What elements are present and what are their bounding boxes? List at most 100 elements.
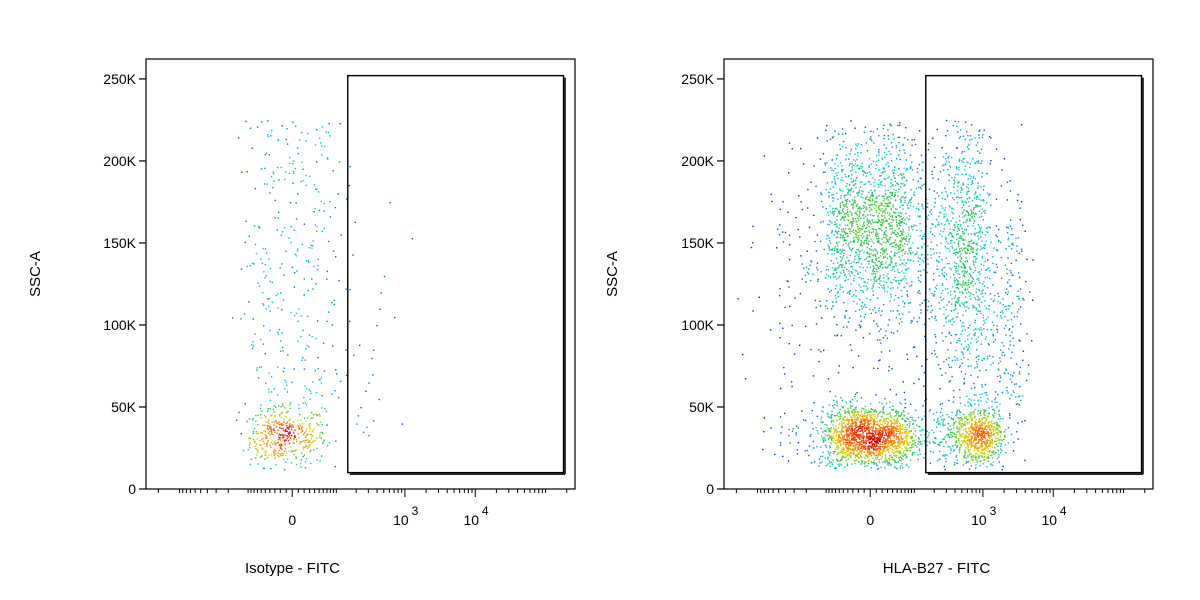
event-dot bbox=[256, 443, 258, 445]
event-dot bbox=[333, 303, 335, 306]
event-dot bbox=[848, 410, 850, 412]
event-dot bbox=[881, 431, 884, 433]
event-dot bbox=[834, 208, 836, 210]
event-dot bbox=[868, 181, 871, 183]
event-dot bbox=[883, 445, 886, 448]
event-dot bbox=[896, 454, 898, 457]
event-dot bbox=[961, 159, 963, 162]
event-dot bbox=[835, 297, 837, 300]
event-dot bbox=[836, 208, 839, 211]
event-dot bbox=[945, 316, 948, 318]
event-dot bbox=[852, 247, 854, 250]
event-dot bbox=[324, 408, 326, 410]
event-dot bbox=[900, 435, 902, 437]
event-dot bbox=[866, 236, 868, 239]
event-dot bbox=[972, 182, 974, 185]
event-dot bbox=[260, 258, 262, 260]
event-dot bbox=[898, 414, 900, 417]
event-dot bbox=[886, 197, 888, 199]
event-dot bbox=[860, 423, 862, 425]
event-dot bbox=[282, 427, 284, 430]
event-dot bbox=[266, 437, 268, 439]
event-dot bbox=[853, 448, 855, 451]
event-dot bbox=[268, 422, 270, 425]
event-dot bbox=[934, 290, 936, 293]
event-dot bbox=[891, 193, 893, 195]
event-dot bbox=[309, 433, 311, 436]
event-dot bbox=[938, 261, 940, 263]
event-dot bbox=[301, 430, 303, 432]
event-dot bbox=[857, 272, 859, 275]
event-dot bbox=[933, 293, 936, 296]
event-dot bbox=[865, 270, 867, 272]
event-dot bbox=[305, 461, 307, 463]
event-dot bbox=[831, 463, 834, 466]
event-dot bbox=[320, 142, 322, 144]
event-dot bbox=[923, 235, 925, 237]
event-dot bbox=[861, 244, 863, 247]
event-dot bbox=[931, 352, 933, 355]
event-dot bbox=[841, 458, 843, 460]
event-dot bbox=[831, 440, 833, 442]
event-dot bbox=[887, 138, 890, 140]
event-dot bbox=[881, 456, 883, 458]
event-dot bbox=[824, 457, 826, 459]
event-dot bbox=[816, 267, 818, 269]
event-dot bbox=[887, 462, 889, 465]
event-dot bbox=[849, 290, 851, 292]
event-dot bbox=[280, 423, 282, 425]
event-dot bbox=[828, 246, 831, 248]
event-dot bbox=[858, 253, 861, 256]
gate-rectangle[interactable] bbox=[347, 74, 565, 474]
event-dot bbox=[976, 349, 978, 351]
event-dot bbox=[870, 279, 872, 281]
event-dot bbox=[852, 222, 854, 224]
event-dot bbox=[893, 246, 895, 248]
event-dot bbox=[888, 239, 891, 241]
event-dot bbox=[950, 294, 952, 296]
event-dot bbox=[866, 418, 868, 420]
event-dot bbox=[851, 442, 854, 444]
event-dot bbox=[944, 187, 946, 189]
event-dot bbox=[827, 275, 830, 277]
event-dot bbox=[957, 223, 959, 226]
event-dot bbox=[903, 167, 905, 170]
event-dot bbox=[822, 411, 824, 413]
event-dot bbox=[885, 438, 887, 440]
event-dot bbox=[874, 415, 876, 417]
event-dot bbox=[328, 442, 331, 444]
event-dot bbox=[863, 242, 865, 244]
event-dot bbox=[833, 175, 835, 178]
event-dot bbox=[962, 231, 964, 233]
event-dot bbox=[945, 213, 948, 215]
event-dot bbox=[852, 366, 854, 369]
event-dot bbox=[982, 289, 984, 291]
event-dot bbox=[956, 431, 958, 433]
event-dot bbox=[887, 422, 889, 424]
event-dot bbox=[826, 424, 828, 427]
event-dot bbox=[866, 287, 869, 289]
event-dot bbox=[830, 426, 833, 429]
event-dot bbox=[897, 447, 899, 450]
event-dot bbox=[977, 162, 980, 164]
event-dot bbox=[857, 143, 860, 145]
event-dot bbox=[983, 129, 985, 131]
event-dot bbox=[842, 406, 844, 409]
event-dot bbox=[246, 171, 248, 173]
event-dot bbox=[845, 401, 847, 404]
event-dot bbox=[962, 292, 964, 294]
event-dot bbox=[903, 414, 905, 417]
event-dot bbox=[929, 211, 931, 213]
event-dot bbox=[850, 429, 852, 431]
event-dot bbox=[262, 437, 264, 440]
event-dot bbox=[317, 258, 319, 261]
event-dot bbox=[930, 305, 933, 307]
event-dot bbox=[978, 329, 981, 331]
event-dot bbox=[822, 441, 825, 443]
event-dot bbox=[307, 315, 309, 318]
event-dot bbox=[871, 198, 874, 200]
event-dot bbox=[850, 271, 853, 273]
event-dot bbox=[841, 201, 844, 203]
event-dot bbox=[885, 163, 887, 166]
event-dot bbox=[844, 239, 846, 242]
